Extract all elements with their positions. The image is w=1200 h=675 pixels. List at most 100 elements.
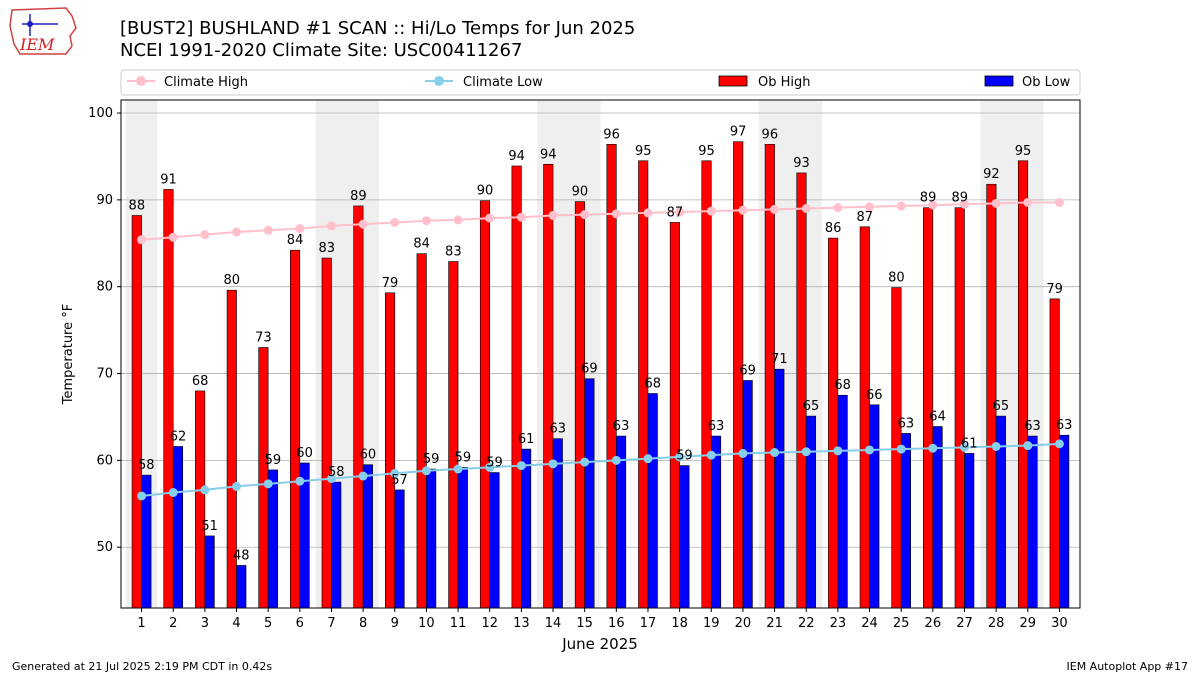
bar-ob-high: [859, 226, 870, 609]
data-label-high: 96: [762, 127, 779, 142]
x-tick-label: 7: [327, 616, 335, 631]
data-label-high: 96: [603, 127, 620, 142]
data-label-low: 66: [866, 388, 883, 403]
data-label-low: 59: [455, 450, 472, 465]
bar-ob-high: [131, 215, 142, 609]
climate-high-point: [200, 230, 210, 240]
x-tick-label: 20: [735, 616, 752, 631]
climate-high-point: [706, 206, 716, 216]
y-axis: 50 60 70 80 90 100: [88, 106, 121, 555]
y-axis-label: Temperature °F: [61, 304, 76, 405]
bar-ob-low: [679, 465, 690, 609]
x-axis-label: June 2025: [561, 635, 638, 653]
climate-high-line: [141, 201, 1060, 241]
data-label-high: 84: [413, 237, 430, 252]
bar-ob-low: [710, 435, 722, 609]
x-tick-label: 6: [296, 616, 304, 631]
bar-ob-high: [1049, 298, 1060, 609]
bar-ob-high: [796, 172, 807, 609]
data-label-low: 58: [138, 458, 155, 473]
climate-low-point: [706, 450, 716, 460]
climate-low-point: [485, 462, 495, 472]
legend-frame: [120, 69, 1081, 96]
x-tick-label: 27: [956, 616, 973, 631]
legend-label-climate-low: Climate Low: [463, 75, 543, 90]
logo-text: IEM: [19, 35, 55, 54]
data-label-high: 94: [508, 149, 525, 164]
bar-ob-high: [986, 183, 997, 609]
data-labels: 88 58 91 62 68 51 80 48 73 59 84 60 83 58 89 60 79 57 84 59…: [129, 125, 1073, 564]
legend-climate-low: Climate Low: [425, 75, 543, 90]
climate-lines: [137, 197, 1064, 501]
bar-ob-low: [584, 378, 595, 609]
data-label-high: 93: [793, 156, 810, 171]
climate-high-point: [1054, 197, 1064, 207]
x-tick-label: 3: [201, 616, 209, 631]
data-label-low: 59: [265, 453, 282, 468]
bar-ob-high: [258, 347, 269, 609]
data-label-high: 91: [160, 172, 177, 187]
bar-ob-high: [543, 163, 554, 609]
data-label-low: 57: [391, 473, 408, 488]
data-label-low: 64: [929, 410, 946, 425]
bar-ob-high: [764, 143, 775, 609]
data-label-low: 63: [1024, 419, 1041, 434]
bar-ob-high: [701, 160, 712, 609]
x-tick-label: 29: [1020, 616, 1037, 631]
climate-low-point: [675, 452, 685, 462]
bars: [131, 141, 1070, 609]
bar-ob-high: [416, 253, 427, 609]
data-label-high: 95: [635, 144, 652, 159]
bar-ob-low: [331, 481, 342, 609]
x-tick-label: 18: [671, 616, 688, 631]
bar-ob-high: [290, 249, 301, 609]
x-tick-label: 26: [925, 616, 942, 631]
climate-high-point: [137, 235, 147, 245]
climate-high-point: [611, 209, 621, 219]
climate-high-point: [959, 199, 969, 209]
climate-high-point: [833, 203, 843, 213]
bar-ob-low: [774, 368, 785, 609]
data-label-low: 71: [771, 352, 788, 367]
climate-high-point: [675, 207, 685, 217]
x-tick-label: 19: [703, 616, 720, 631]
climate-low-point: [801, 447, 811, 457]
data-label-low: 62: [170, 429, 187, 444]
data-label-low: 68: [644, 377, 661, 392]
climate-high-point: [326, 221, 336, 231]
bar-ob-high: [669, 222, 680, 609]
data-label-high: 89: [951, 191, 968, 206]
x-tick-label: 2: [169, 616, 177, 631]
chart-title: [BUST2] BUSHLAND #1 SCAN :: Hi/Lo Temps …: [120, 18, 636, 39]
climate-low-point: [390, 468, 400, 478]
climate-high-point: [770, 204, 780, 214]
climate-high-point: [928, 200, 938, 210]
climate-low-point: [326, 474, 336, 484]
data-label-high: 79: [382, 276, 399, 291]
bar-ob-high: [195, 390, 206, 609]
x-tick-label: 4: [232, 616, 240, 631]
bar-ob-high: [163, 189, 174, 609]
x-tick-label: 9: [391, 616, 399, 631]
x-tick-label: 30: [1051, 616, 1068, 631]
bar-ob-low: [457, 467, 468, 609]
climate-high-point: [643, 208, 653, 218]
bar-ob-high: [448, 261, 459, 609]
bar-ob-high: [923, 207, 934, 609]
data-label-high: 90: [477, 184, 494, 199]
climate-low-point: [1023, 441, 1033, 451]
bar-ob-low: [236, 565, 247, 609]
x-tick-label: 10: [418, 616, 435, 631]
climate-low-point: [770, 448, 780, 458]
x-tick-label: 12: [481, 616, 498, 631]
climate-low-point: [453, 464, 463, 474]
x-tick-label: 14: [545, 616, 562, 631]
data-label-high: 84: [287, 233, 304, 248]
data-label-high: 68: [192, 374, 209, 389]
data-label-low: 63: [1056, 418, 1073, 433]
legend-label-ob-low: Ob Low: [1022, 75, 1071, 90]
data-label-low: 58: [328, 465, 345, 480]
climate-high-point: [263, 225, 273, 235]
x-tick-label: 24: [861, 616, 878, 631]
climate-high-point: [738, 205, 748, 215]
